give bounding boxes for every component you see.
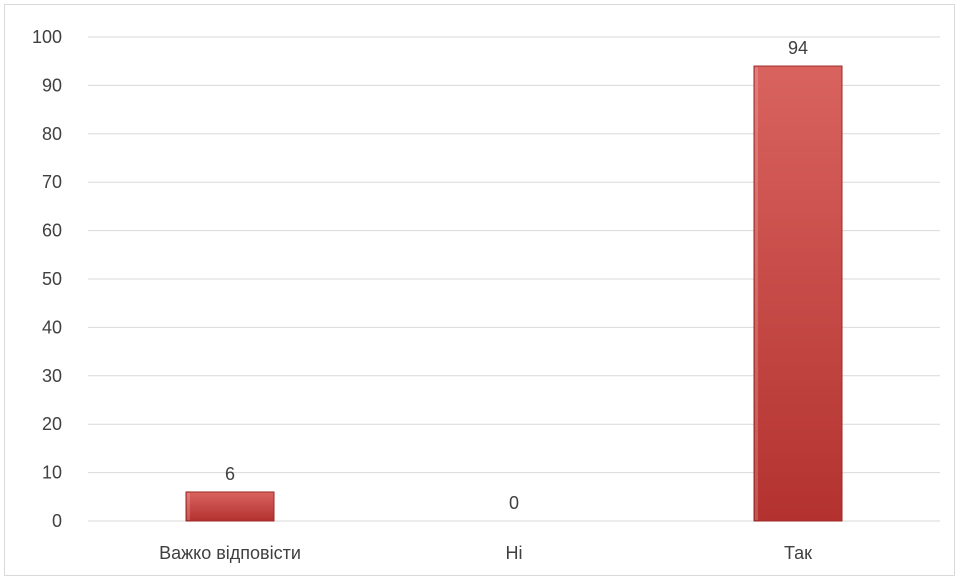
data-label: 0 [509,493,519,513]
y-tick-label: 80 [42,124,62,144]
y-tick-label: 10 [42,463,62,483]
x-tick-label: Ні [506,543,523,563]
y-tick-label: 70 [42,172,62,192]
y-tick-label: 20 [42,414,62,434]
y-tick-label: 100 [32,27,62,47]
x-tick-label: Важко відповісти [159,543,301,563]
bar-highlight [755,67,758,520]
y-tick-label: 50 [42,269,62,289]
y-tick-label: 40 [42,317,62,337]
y-tick-label: 30 [42,366,62,386]
data-labels: 6 0 94 [225,38,808,513]
y-tick-label: 0 [52,511,62,531]
bar [753,65,843,522]
data-label: 6 [225,464,235,484]
bar-highlight [187,492,190,520]
y-tick-label: 60 [42,221,62,241]
y-tick-label: 90 [42,75,62,95]
y-axis: 0 10 20 30 40 50 60 70 80 90 100 [32,27,62,531]
x-tick-label: Так [784,543,812,563]
x-axis: Важко відповісти Ні Так [159,543,812,563]
data-label: 94 [788,38,808,58]
bars [185,65,843,522]
bar [185,491,275,522]
